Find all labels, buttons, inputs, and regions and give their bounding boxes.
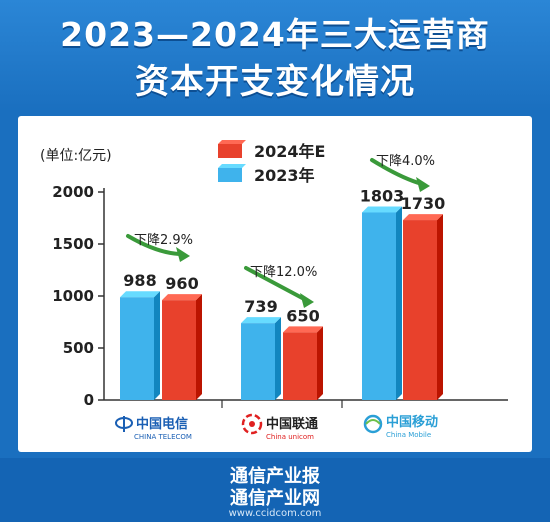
bar-2024e-1 (162, 300, 196, 400)
value-label-2023-1: 988 (123, 271, 156, 290)
decrease-arrowhead-1 (176, 247, 190, 262)
decrease-arrowhead-3 (416, 177, 430, 192)
page-subtitle: 资本开支变化情况 (135, 62, 415, 102)
category-label-1: 中国电信 (136, 416, 188, 432)
bar-2023-3-top (362, 206, 402, 213)
bar-2023-3-side (396, 206, 402, 400)
legend-label-2: 2023年 (254, 166, 315, 185)
bar-2023-1 (120, 297, 154, 400)
category-english-2: China unicom (266, 433, 314, 441)
legend-label-1: 2024年E (254, 142, 325, 161)
bar-2024e-2 (283, 332, 317, 400)
change-label-1: 下降2.9% (134, 233, 193, 248)
bar-2023-2 (241, 323, 275, 400)
bar-2023-2-side (275, 317, 281, 400)
legend-swatch-top-2 (218, 164, 246, 168)
bar-2023-1-top (120, 291, 160, 298)
bar-2024e-3-side (437, 214, 443, 400)
legend-swatch-2 (218, 168, 242, 182)
value-label-2024e-3: 1730 (401, 194, 446, 213)
category-english-3: China Mobile (386, 431, 431, 439)
china-unicom-logo (241, 413, 263, 435)
change-label-2: 下降12.0% (250, 265, 317, 280)
y-tick-label: 1500 (52, 235, 94, 253)
footer-brand-1: 通信产业报 (230, 466, 320, 487)
y-tick-label: 1000 (52, 287, 94, 305)
header-banner (0, 0, 550, 112)
decrease-arrowhead-2 (300, 293, 314, 308)
bar-2024e-3 (403, 220, 437, 400)
footer-banner (0, 458, 550, 522)
y-tick-label: 0 (84, 391, 94, 409)
bar-2024e-1-side (196, 294, 202, 400)
y-tick-label: 500 (63, 339, 94, 357)
bar-2023-3 (362, 212, 396, 400)
decrease-arrow-2 (244, 266, 308, 302)
bar-2023-2-top (241, 317, 281, 324)
china-mobile-logo-arc (365, 419, 381, 425)
change-label-3: 下降4.0% (376, 154, 435, 169)
category-english-1: CHINA TELECOM (134, 433, 192, 441)
value-label-2023-2: 739 (244, 297, 277, 316)
china-unicom-logo-center (249, 421, 255, 427)
category-label-2: 中国联通 (266, 416, 318, 432)
china-mobile-logo (363, 414, 383, 434)
value-label-2023-3: 1803 (360, 186, 405, 205)
footer-url: www.ccidcom.com (228, 508, 322, 519)
bar-2024e-2-side (317, 326, 323, 400)
bar-2024e-3-top (403, 214, 443, 221)
legend-swatch-1 (218, 144, 242, 158)
footer-brand-2: 通信产业网 (230, 488, 320, 509)
bar-2023-1-side (154, 291, 160, 400)
category-label-3: 中国移动 (386, 414, 438, 430)
value-label-2024e-2: 650 (286, 306, 319, 325)
bar-2024e-2-top (283, 326, 323, 333)
bar-2024e-1-top (162, 294, 202, 301)
value-label-2024e-1: 960 (165, 274, 198, 293)
y-tick-label: 2000 (52, 183, 94, 201)
unit-label: (单位:亿元) (40, 148, 112, 164)
legend-swatch-top-1 (218, 140, 246, 144)
page-title: 2023—2024年三大运营商 (60, 15, 490, 54)
